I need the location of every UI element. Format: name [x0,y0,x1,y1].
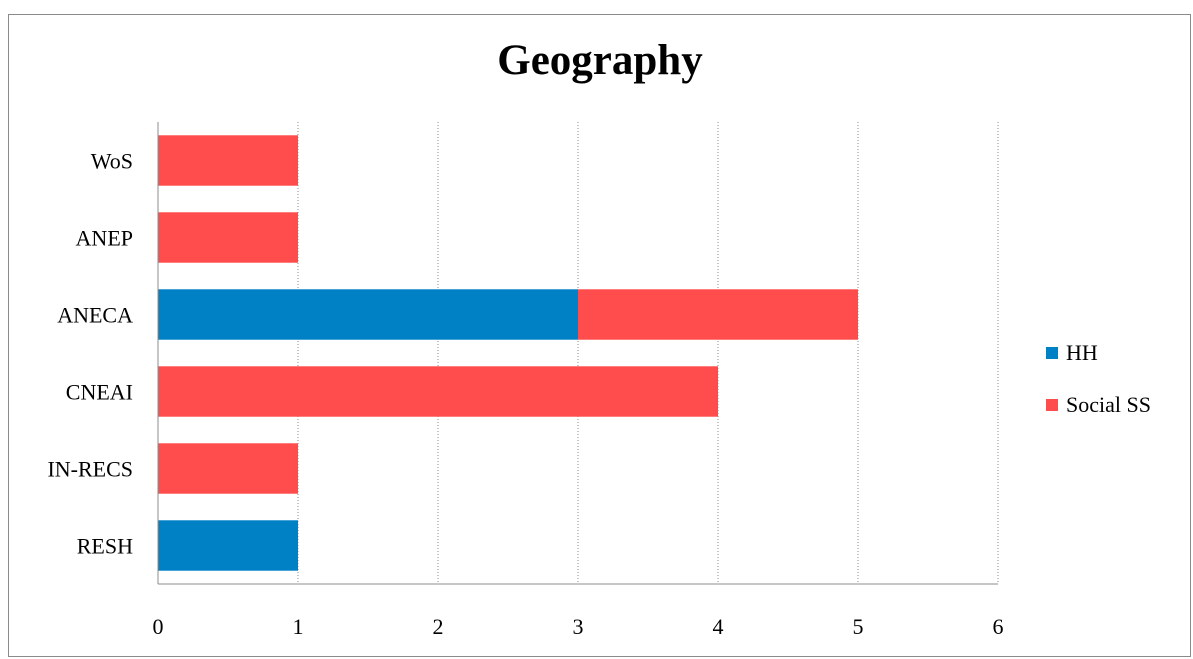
x-tick-label-5: 5 [853,614,864,639]
y-tick-label-aneca: ANECA [57,303,133,328]
legend-label-hh: HH [1066,340,1098,365]
bar-wos-social-ss [158,135,298,186]
gridlines [297,122,999,584]
axes [157,122,998,585]
y-tick-label-anep: ANEP [76,226,133,251]
x-tick-label-4: 4 [713,614,724,639]
x-tick-label-0: 0 [153,614,164,639]
bar-aneca-social-ss [578,289,858,340]
legend: HH Social SS [1046,340,1151,444]
y-tick-label-in-recs: IN-RECS [47,457,133,482]
bar-resh-hh [158,520,298,571]
chart-title: Geography [497,37,703,84]
x-tick-label-2: 2 [433,614,444,639]
bar-anep-social-ss [158,212,298,263]
x-tick-label-1: 1 [293,614,304,639]
tick-labels: 0 1 2 3 4 5 6 WoS ANEP ANECA CNEAI IN-RECS RESH [47,149,1003,640]
legend-swatch-hh [1046,347,1058,359]
x-tick-label-6: 6 [993,614,1004,639]
bar-cneai-social-ss [158,366,718,417]
y-tick-label-wos: WoS [91,149,133,174]
legend-swatch-social-ss [1046,399,1058,411]
legend-item-hh: HH [1046,340,1151,366]
y-tick-label-resh: RESH [77,534,133,559]
bar-aneca-hh [158,289,578,340]
y-tick-label-cneai: CNEAI [66,380,133,405]
legend-label-social-ss: Social SS [1066,392,1151,417]
bar-in-recs-social-ss [158,443,298,494]
legend-item-social-ss: Social SS [1046,392,1151,418]
x-tick-label-3: 3 [573,614,584,639]
bars [158,135,858,571]
